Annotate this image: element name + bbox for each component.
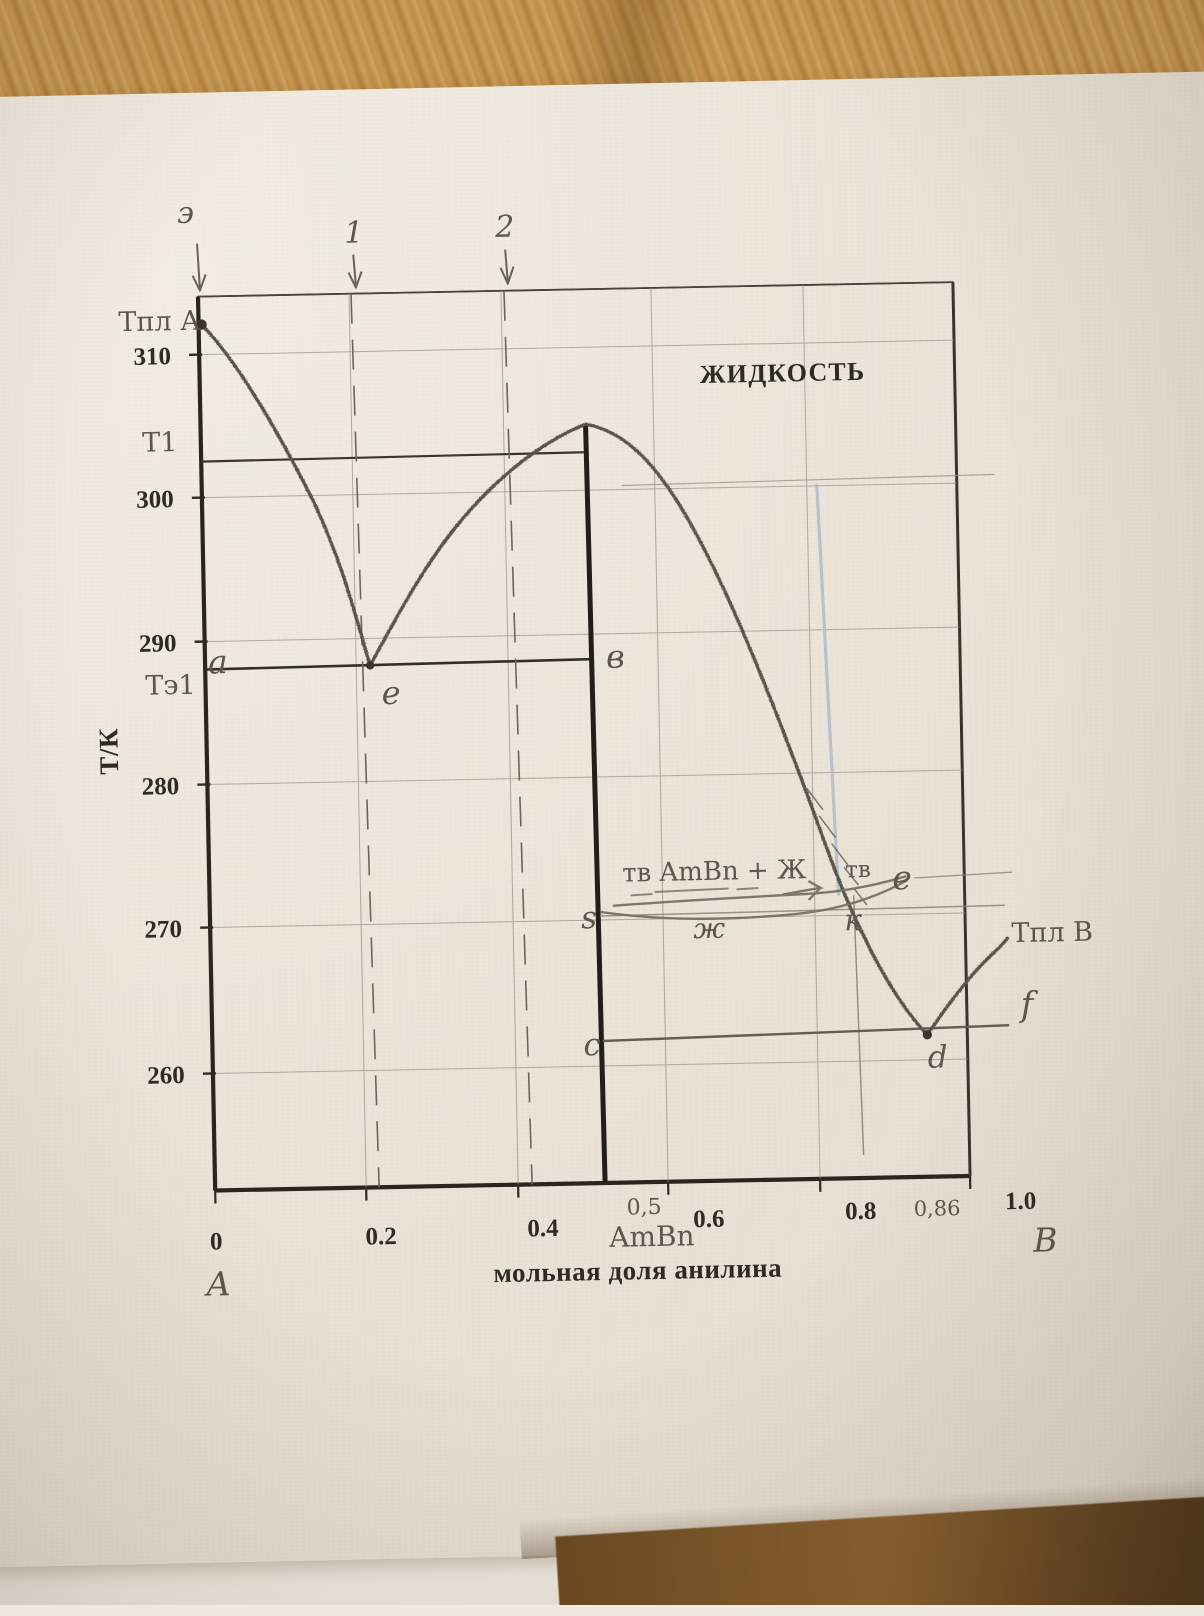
x-tick-label-1-0: 1.0 [1005,1188,1037,1216]
label-compound-fraction: 0,5 [626,1195,661,1221]
x-axis-title: мольная доля анилина [493,1253,782,1289]
pencil-underscores [631,888,759,895]
label-tpl-b: Тпл В [1011,917,1093,950]
label-point-c: с [583,1027,601,1063]
label-point-f: f [1017,985,1039,1025]
liquidus-dome-ambn [366,418,928,1045]
x-tick-label-0-6: 0.6 [693,1206,725,1234]
label-compound-axis: AmBn [608,1219,695,1254]
label-phase-solid-plus-liquid: тв AmBn + Ж [622,855,807,889]
label-tv: тв [845,857,871,883]
label-point-a: а [208,642,228,681]
label-point-e-left: e [381,674,401,712]
eutectic-horizontal-te1 [205,659,590,669]
x-tick-label-0-2: 0.2 [365,1223,397,1251]
y-tick-label-310: 310 [133,343,171,371]
x-tick-label-0-4: 0.4 [527,1215,559,1243]
label-point-v: в [606,638,625,676]
compound-composition-line [586,424,606,1183]
label-point-e-right: e [892,858,912,897]
arrow-2-shaft [500,250,514,284]
y-tick-label-260: 260 [147,1062,185,1090]
liquidus-curves [202,309,1010,1048]
arrow-label-2: 2 [494,210,515,245]
pencil-dash-mid [655,889,729,892]
x-tick-label-0-8: 0.8 [845,1198,877,1226]
label-eutectic-fraction: 0,86 [913,1196,960,1221]
arrow-1-shaft [348,254,362,287]
label-t1: Т1 [142,427,178,459]
endpoint-markers [196,306,932,1054]
label-tpl-a: Тпл А [118,306,201,339]
construction-lines [198,281,1018,1190]
label-te1: Тэ1 [145,670,196,702]
handwritten-annotations: э 1 2 Тпл А Т1 Тэ1 а e в s с к тв e d f … [116,179,1100,1305]
arrow-label-1: 1 [344,215,364,250]
y-tick-label-290: 290 [139,630,177,658]
label-component-a: А [204,1264,232,1304]
label-point-d: d [927,1039,948,1075]
x-tick-label-0: 0 [210,1228,223,1255]
y-tick-label-280: 280 [141,773,179,801]
figurative-line-2 [504,291,532,1185]
y-axis-title: Т/К [93,728,124,775]
pencil-dash-left [631,894,653,895]
eutectic-horizontal-c-d-f [602,1025,1009,1041]
pencil-dash-right [736,888,758,889]
label-component-b: В [1032,1220,1058,1259]
figurative-line-1 [351,293,379,1187]
arrow-e-shaft [192,243,206,290]
label-point-k: к [844,903,863,938]
liquid-region-label: ЖИДКОСТЬ [700,357,866,389]
label-phase-melt: ж [693,912,726,946]
arrow-label-e: э [177,196,194,231]
y-tick-label-270: 270 [144,916,182,944]
y-tick-label-300: 300 [136,486,174,514]
label-point-s: s [581,900,598,936]
